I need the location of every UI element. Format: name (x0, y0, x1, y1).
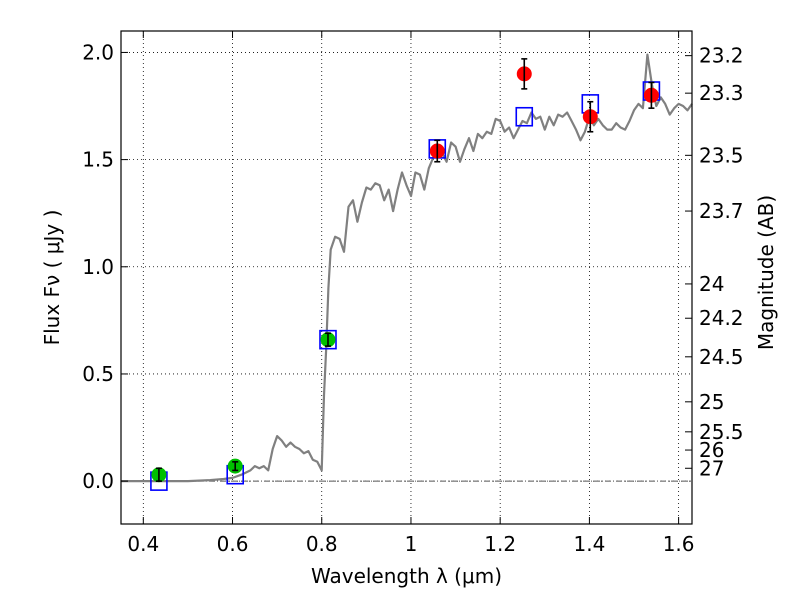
magnitude-tick-label: 23.2 (699, 44, 744, 68)
x-tick-label: 0.4 (127, 532, 159, 556)
x-tick-label: 1.6 (663, 532, 695, 556)
x-axis-label: Wavelength λ (μm) (311, 564, 502, 588)
y2-axis-label: Magnitude (AB) (754, 195, 778, 350)
magnitude-tick-label: 26 (699, 438, 724, 462)
y-tick-labels: 0.0 0.5 1.0 1.5 2.0 (82, 40, 114, 493)
magnitude-tick-label: 24.5 (699, 345, 744, 369)
photometry-points (151, 58, 659, 483)
magnitude-tick-label: 24 (699, 272, 724, 296)
y-tick-label: 2.0 (82, 40, 114, 64)
magnitude-tick-label: 23.3 (699, 81, 744, 105)
plot-frame (120, 30, 693, 525)
magnitude-tick-label: 27 (699, 456, 724, 480)
x-tick-labels: 0.4 0.6 0.8 1 1.2 1.4 1.6 (127, 532, 694, 556)
model-flux-box (319, 329, 337, 350)
x-tick-label: 0.8 (306, 532, 338, 556)
y-tick-label: 1.0 (82, 255, 114, 279)
sed-model-spectrum (121, 53, 693, 483)
x-tick-label: 0.6 (217, 532, 249, 556)
sed-model-line (121, 53, 693, 483)
y-tick-label: 1.5 (82, 148, 114, 172)
x-tick-label: 1 (405, 532, 418, 556)
axis-ticks (121, 31, 692, 524)
magnitude-tick-label: 25.5 (699, 420, 744, 444)
x-tick-label: 1.4 (573, 532, 605, 556)
y-axis-label: Flux Fν ( μJy ) (40, 210, 64, 346)
magnitude-tick-label: 23.7 (699, 199, 744, 223)
magnitude-tick-label: 23.5 (699, 143, 744, 167)
model-flux-box (515, 106, 534, 127)
magnitude-tick-label: 25 (699, 390, 724, 414)
y-tick-label: 0.5 (82, 362, 114, 386)
y-tick-label: 0.0 (82, 469, 114, 493)
magnitude-tick-label: 24.2 (699, 306, 744, 330)
x-tick-label: 1.2 (484, 532, 516, 556)
